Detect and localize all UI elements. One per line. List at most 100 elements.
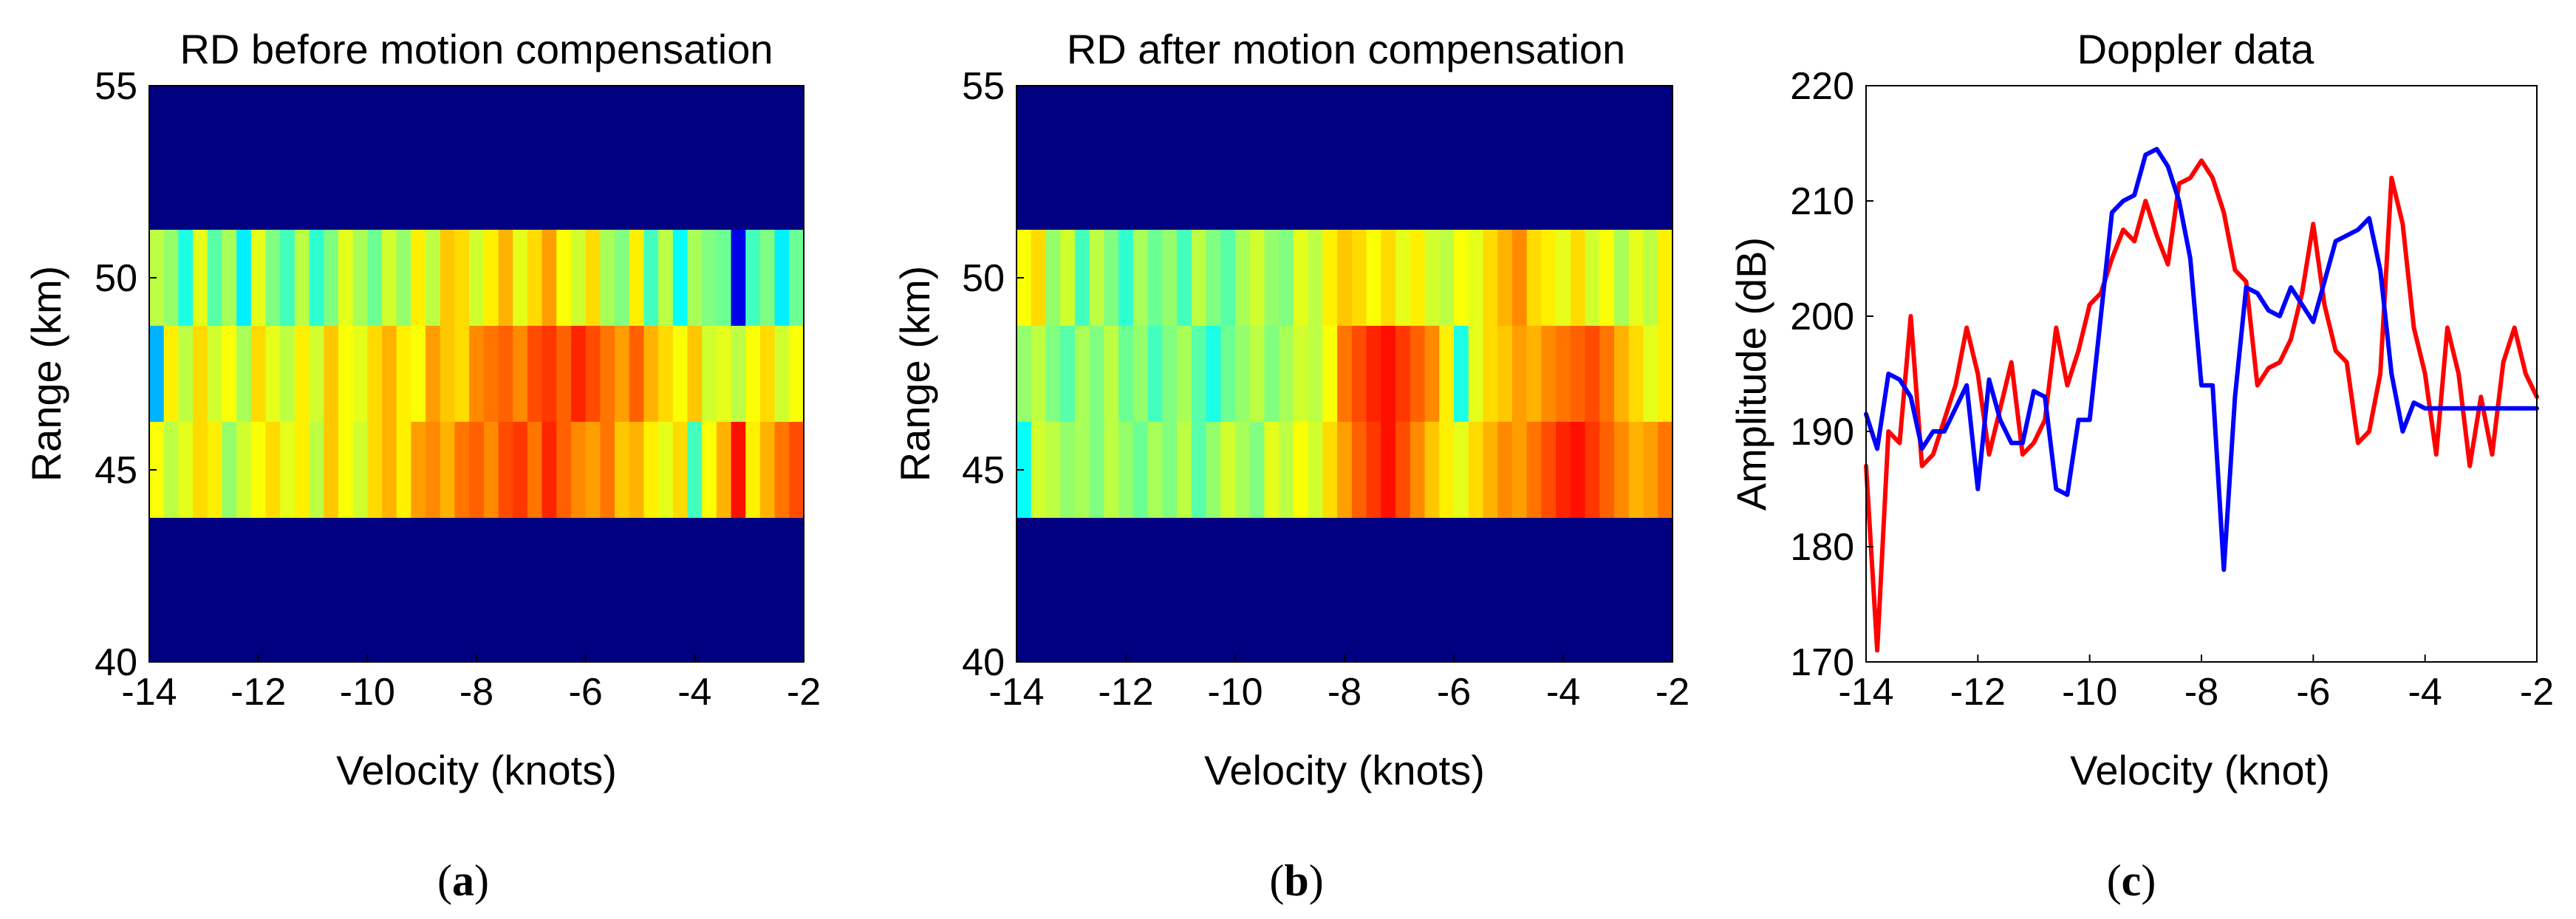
panel-b-heatmap-cell — [1497, 326, 1513, 422]
panel-b-heatmap-cell — [1235, 422, 1251, 518]
panel-a-heatmap-cell — [643, 422, 659, 518]
panel-b-ytick-label: 40 — [962, 641, 1005, 684]
panel-b-heatmap-cell — [1206, 422, 1221, 518]
panel-b-heatmap-cell — [1031, 422, 1047, 518]
panel-b-heatmap-cell — [1235, 326, 1251, 422]
panel-b-heatmap-cell — [1031, 326, 1047, 422]
panel-a-heatmap-cell — [556, 422, 572, 518]
panel-b-heatmap-cell — [1410, 326, 1426, 422]
panel-a-heatmap-cell — [396, 230, 411, 326]
panel-a-heatmap-cell — [440, 326, 456, 422]
panel-a-heatmap-cell — [411, 230, 426, 326]
panel-b-heatmap-cell — [1585, 230, 1600, 326]
panel-a-heatmap-cell — [294, 230, 310, 326]
panel-a-heatmap-cell — [250, 326, 267, 422]
panel-a-heatmap-cell — [367, 422, 383, 518]
panel-c-xtick-label: -14 — [1838, 671, 1893, 714]
panel-a-heatmap-cell — [469, 326, 485, 422]
panel-b-heatmap-cell — [1511, 422, 1528, 518]
panel-a-heatmap-cell — [774, 326, 790, 422]
panel-b-heatmap-cell — [1249, 422, 1265, 518]
panel-b-xtick-label: -2 — [1656, 671, 1690, 714]
panel-a-heatmap-cell — [324, 230, 339, 326]
panel-a-heatmap-cell — [541, 422, 557, 518]
panel-b-heatmap-cell — [1089, 422, 1104, 518]
panel-a-heatmap-cell — [411, 422, 426, 518]
panel-a-heatmap-cell — [600, 422, 615, 518]
panel-b-heatmap-cell — [1526, 326, 1542, 422]
panel-a-heatmap-cell — [643, 326, 659, 422]
panel-b-ticks: -14 -12 -10 -8 -6 -4 -2 40 45 50 55 — [962, 65, 1690, 714]
panel-a-xtick-label: -8 — [459, 671, 493, 714]
panel-b-heatmap-cell — [1293, 422, 1309, 518]
panel-b-heatmap-cell — [1599, 326, 1615, 422]
panel-a-xtick-label: -2 — [787, 671, 821, 714]
panel-a-heatmap-cell — [687, 230, 703, 326]
panel-b-heatmap-cell — [1191, 230, 1207, 326]
panel-b-xtick-label: -8 — [1328, 671, 1362, 714]
panel-a-xtick-label: -14 — [121, 671, 177, 714]
panel-b-heatmap-cell — [1643, 422, 1658, 518]
panel-b-heatmap-cell — [1395, 326, 1411, 422]
panel-a-heatmap-cell — [774, 230, 790, 326]
panel-c-caption-letter: c — [2122, 856, 2142, 905]
panel-b-heatmap-cell — [1526, 422, 1542, 518]
panel-b-heatmap-cell — [1410, 230, 1426, 326]
panel-a-heatmap-cell — [265, 230, 281, 326]
panel-a-heatmap-cell — [745, 230, 761, 326]
panel-a-heatmap-cell — [265, 326, 281, 422]
panel-b-heatmap-cell — [1424, 422, 1440, 518]
panel-b-heatmap-cell — [1541, 326, 1557, 422]
panel-a-heatmap-cell — [658, 422, 674, 518]
panel-a-heatmap-cell — [629, 326, 645, 422]
panel-b-heatmap-cell — [1497, 422, 1513, 518]
panel-b-heatmap-cell — [1468, 326, 1484, 422]
panel-a-heatmap-cell — [570, 230, 587, 326]
panel-b-heatmap-cell — [1220, 326, 1236, 422]
panel-b-heatmap-cell — [1017, 422, 1032, 518]
panel-a-heatmap-cell — [280, 326, 295, 422]
panel-b-heatmap-cell — [1585, 326, 1600, 422]
panel-b-heatmap-cell — [1045, 326, 1061, 422]
panel-b-heatmap-cell — [1045, 422, 1061, 518]
panel-b-heatmap-cell — [1439, 230, 1455, 326]
panel-a-heatmap-cell — [483, 422, 499, 518]
panel-b-heatmap-cell — [1599, 230, 1615, 326]
panel-a-heatmap-cell — [759, 422, 776, 518]
panel-a-heatmap-cell — [615, 230, 630, 326]
panel-a-heatmap-cell — [265, 422, 281, 518]
panel-a-heatmap-cell — [687, 422, 703, 518]
panel-a-heatmap-cell — [352, 230, 368, 326]
panel-b-heatmap-cell — [1337, 422, 1353, 518]
panel-a-xtick-label: -4 — [677, 671, 711, 714]
panel-b-heatmap-cell — [1351, 230, 1367, 326]
panel-a-heatmap-cell — [178, 230, 194, 326]
panel-a-heatmap-cell — [745, 326, 761, 422]
panel-a-heatmap-cell — [483, 230, 499, 326]
panel-b-heatmap-cell — [1293, 230, 1309, 326]
panel-b-heatmap-cell — [1541, 230, 1557, 326]
panel-c-xtick-label: -10 — [2062, 671, 2117, 714]
panel-a-heatmap-cell — [527, 422, 543, 518]
panel-a-heatmap-cell — [207, 422, 223, 518]
panel-a-heatmap-cell — [672, 422, 689, 518]
panel-b-heatmap-cell — [1381, 230, 1396, 326]
panel-a-heatmap-cell — [411, 326, 426, 422]
series-line-after — [1864, 146, 2539, 573]
panel-a-heatmap-cell — [352, 326, 368, 422]
panel-a-heatmap-cell — [294, 326, 310, 422]
panel-b-heatmap-cell — [1177, 230, 1192, 326]
panel-b-heatmap-cell — [1366, 230, 1381, 326]
panel-a-heatmap-cell — [556, 326, 572, 422]
panel-b-heatmap-cell — [1104, 326, 1119, 422]
panel-b-heatmap-cell — [1249, 230, 1265, 326]
panel-b-heatmap-cell — [1132, 326, 1149, 422]
panel-b-heatmap-cell — [1337, 230, 1353, 326]
panel-b-heatmap-cell — [1628, 422, 1644, 518]
panel-b-heatmap-cell — [1060, 422, 1076, 518]
series-line-before — [1864, 158, 2539, 653]
panel-a-heatmap-cell — [469, 230, 485, 326]
panel-c: Doppler data -14 -12 -10 -8 -6 -4 -2 170 180 190 2… — [1728, 26, 2554, 905]
panel-a-ytick-label: 55 — [95, 65, 137, 108]
